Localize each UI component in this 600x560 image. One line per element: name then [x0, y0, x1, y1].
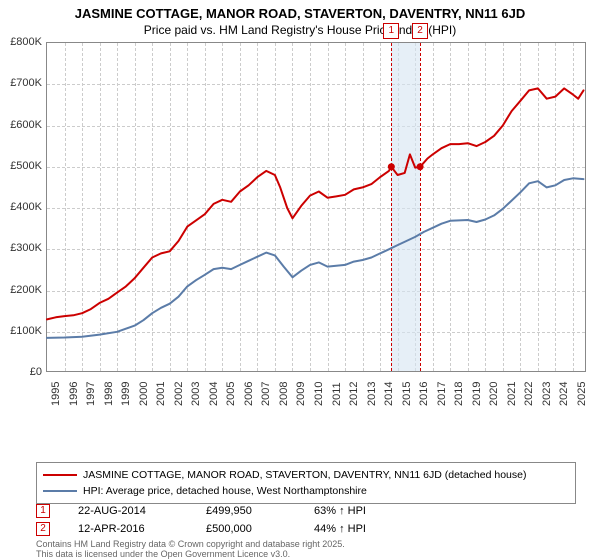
line-series-svg — [47, 43, 587, 373]
x-tick-label: 2024 — [558, 382, 570, 406]
legend-swatch — [43, 474, 77, 476]
chart-container: JASMINE COTTAGE, MANOR ROAD, STAVERTON, … — [0, 0, 600, 560]
y-tick-label: £700K — [0, 77, 42, 89]
transaction-badge: 1 — [36, 504, 50, 518]
x-tick-label: 2003 — [190, 382, 202, 406]
x-tick-label: 2006 — [243, 382, 255, 406]
x-tick-label: 2012 — [348, 382, 360, 406]
transaction-date: 22-AUG-2014 — [78, 505, 178, 517]
footnote-line: This data is licensed under the Open Gov… — [36, 549, 290, 559]
transaction-badge: 2 — [36, 522, 50, 536]
x-tick-label: 2002 — [173, 382, 185, 406]
x-tick-label: 2009 — [295, 382, 307, 406]
series-property — [47, 88, 584, 319]
x-tick-label: 2015 — [401, 382, 413, 406]
transaction-date: 12-APR-2016 — [78, 523, 178, 535]
y-tick-label: £600K — [0, 119, 42, 131]
x-tick-label: 2001 — [155, 382, 167, 406]
x-tick-label: 2022 — [523, 382, 535, 406]
x-tick-label: 2017 — [436, 382, 448, 406]
y-tick-label: £500K — [0, 160, 42, 172]
series-hpi — [47, 178, 584, 338]
x-tick-label: 2007 — [260, 382, 272, 406]
transaction-delta: 44% ↑ HPI — [314, 523, 366, 535]
transaction-price: £500,000 — [206, 523, 286, 535]
y-tick-label: £800K — [0, 36, 42, 48]
x-tick-label: 2004 — [208, 382, 220, 406]
x-tick-label: 2019 — [471, 382, 483, 406]
legend-item: JASMINE COTTAGE, MANOR ROAD, STAVERTON, … — [43, 467, 569, 483]
x-tick-label: 2008 — [278, 382, 290, 406]
footnote-line: Contains HM Land Registry data © Crown c… — [36, 539, 345, 549]
legend-swatch — [43, 490, 77, 492]
x-tick-label: 2018 — [453, 382, 465, 406]
x-tick-label: 2020 — [488, 382, 500, 406]
x-tick-label: 2016 — [418, 382, 430, 406]
chart-area: £0£100K£200K£300K£400K£500K£600K£700K£80… — [0, 42, 600, 422]
x-tick-label: 2014 — [383, 382, 395, 406]
y-tick-label: £400K — [0, 201, 42, 213]
title-block: JASMINE COTTAGE, MANOR ROAD, STAVERTON, … — [0, 0, 600, 37]
table-row: 1 22-AUG-2014 £499,950 63% ↑ HPI — [36, 502, 576, 520]
y-tick-label: £300K — [0, 242, 42, 254]
chart-subtitle: Price paid vs. HM Land Registry's House … — [0, 23, 600, 37]
x-tick-label: 2011 — [331, 382, 343, 406]
x-tick-label: 1995 — [50, 382, 62, 406]
chart-marker-badge: 2 — [412, 23, 428, 39]
plot-area: 12 — [46, 42, 586, 372]
x-tick-label: 2025 — [576, 382, 588, 406]
x-tick-label: 2021 — [506, 382, 518, 406]
transaction-delta: 63% ↑ HPI — [314, 505, 366, 517]
x-tick-label: 2000 — [138, 382, 150, 406]
legend: JASMINE COTTAGE, MANOR ROAD, STAVERTON, … — [36, 462, 576, 504]
x-tick-label: 2010 — [313, 382, 325, 406]
x-tick-label: 2013 — [366, 382, 378, 406]
chart-title: JASMINE COTTAGE, MANOR ROAD, STAVERTON, … — [0, 6, 600, 21]
transactions-table: 1 22-AUG-2014 £499,950 63% ↑ HPI 2 12-AP… — [36, 502, 576, 538]
y-tick-label: £200K — [0, 284, 42, 296]
transaction-price: £499,950 — [206, 505, 286, 517]
legend-label: JASMINE COTTAGE, MANOR ROAD, STAVERTON, … — [83, 469, 526, 481]
x-tick-label: 1997 — [85, 382, 97, 406]
x-tick-label: 2023 — [541, 382, 553, 406]
chart-marker-badge: 1 — [383, 23, 399, 39]
table-row: 2 12-APR-2016 £500,000 44% ↑ HPI — [36, 520, 576, 538]
legend-label: HPI: Average price, detached house, West… — [83, 485, 367, 497]
y-tick-label: £0 — [0, 366, 42, 378]
x-tick-label: 1996 — [68, 382, 80, 406]
y-tick-label: £100K — [0, 325, 42, 337]
x-tick-label: 1999 — [120, 382, 132, 406]
footnote: Contains HM Land Registry data © Crown c… — [36, 540, 576, 560]
x-tick-label: 1998 — [103, 382, 115, 406]
legend-item: HPI: Average price, detached house, West… — [43, 483, 569, 499]
x-tick-label: 2005 — [225, 382, 237, 406]
